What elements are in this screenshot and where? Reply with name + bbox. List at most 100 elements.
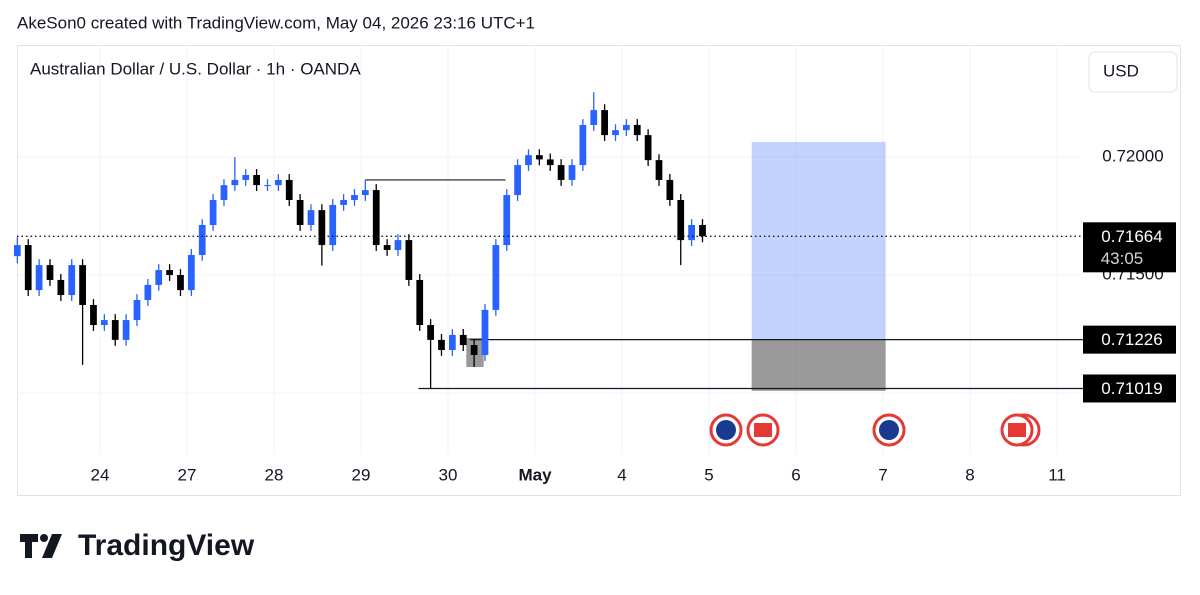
candle-body <box>231 179 239 186</box>
candle-body <box>253 174 260 186</box>
candle-body <box>372 190 380 246</box>
chart-frame <box>17 45 1181 496</box>
candle-body <box>57 279 65 296</box>
x-tick-label: 6 <box>791 465 800 484</box>
candle-body <box>220 185 228 200</box>
candle-body <box>361 190 369 196</box>
candle-body <box>68 265 76 296</box>
candle-body <box>100 320 108 326</box>
x-tick-label: 11 <box>1048 465 1066 484</box>
last-price-box <box>1083 222 1176 273</box>
candle-body <box>329 204 337 246</box>
y-tick-label: 0.72000 <box>1102 147 1163 166</box>
x-tick-label: 24 <box>91 465 110 484</box>
candle-body <box>177 275 184 291</box>
x-tick-label: 7 <box>878 465 887 484</box>
x-tick-label: 29 <box>352 465 371 484</box>
price-label-box <box>1083 374 1176 403</box>
currency-button[interactable] <box>1088 51 1178 93</box>
candle-body <box>90 304 97 326</box>
x-tick-label: 4 <box>617 465 626 484</box>
candle-body <box>438 339 445 351</box>
x-tick-label: 30 <box>439 465 458 484</box>
candle-body <box>122 320 130 340</box>
candle-body <box>35 265 43 291</box>
logo-text: TradingView <box>78 529 255 562</box>
candle-body <box>318 210 326 246</box>
candle-body <box>677 199 685 241</box>
candle-body <box>644 135 652 161</box>
chart-title: Australian Dollar / U.S. Dollar · 1h · O… <box>30 59 361 78</box>
price-label: 0.71226 <box>1101 330 1162 349</box>
candle-body <box>405 240 413 280</box>
x-tick-label: 8 <box>965 465 974 484</box>
x-tick-label: May <box>518 465 552 484</box>
flag-us <box>754 423 772 437</box>
price-label-box <box>1083 325 1176 354</box>
logo: TradingView <box>20 529 255 562</box>
plot-area <box>13 92 1083 391</box>
candle-body <box>296 199 304 225</box>
candle-body <box>655 160 663 180</box>
price-label: 0.71019 <box>1101 379 1162 398</box>
price-axis: 2427282930May45678110.710000.715000.7200… <box>91 147 1176 484</box>
candle-body <box>285 179 293 200</box>
x-tick-label: 27 <box>178 465 197 484</box>
flag-au <box>879 420 899 440</box>
candle-body <box>470 345 478 355</box>
logo-dot <box>40 534 48 542</box>
candle-body <box>481 309 489 355</box>
candle-body <box>416 279 424 326</box>
candle-body <box>525 155 532 166</box>
candle-body <box>144 284 152 301</box>
candle-body <box>448 334 456 351</box>
candle-body <box>546 159 554 166</box>
candle-body <box>601 110 608 136</box>
flag-us <box>1008 423 1026 437</box>
candle-body <box>699 224 706 237</box>
candle-body <box>427 325 434 340</box>
position-stop <box>751 339 886 391</box>
candle-body <box>568 165 576 180</box>
position-target <box>751 141 886 340</box>
candle-body <box>274 179 282 186</box>
candle-body <box>688 224 695 241</box>
candle-body <box>383 245 391 250</box>
candle-body <box>340 199 347 205</box>
candle-body <box>590 110 598 125</box>
candle-body <box>209 199 217 225</box>
candle-body <box>503 195 511 246</box>
candle-body <box>633 124 641 136</box>
candle-body <box>535 155 543 160</box>
candle-body <box>79 265 86 305</box>
candle-body <box>514 165 521 196</box>
candle-body <box>155 270 163 285</box>
candle-body <box>612 130 619 136</box>
candle-body <box>622 124 630 131</box>
candle-body <box>394 240 402 250</box>
candle-body <box>13 245 21 257</box>
candle-body <box>242 174 250 180</box>
candle-body <box>187 254 195 291</box>
candle-body <box>307 210 315 225</box>
countdown-label: 43:05 <box>1101 249 1144 268</box>
candle-body <box>133 300 141 321</box>
candle-body <box>579 124 587 166</box>
candle-body <box>351 195 358 200</box>
candle-body <box>111 320 119 340</box>
event-icons <box>709 413 1041 447</box>
candle-body <box>24 245 32 291</box>
candle-body <box>492 245 500 310</box>
candle-body <box>166 270 173 276</box>
candle-body <box>198 224 206 255</box>
last-price-label: 0.71664 <box>1101 227 1162 246</box>
header: AkeSon0 created with TradingView.com, Ma… <box>17 13 535 32</box>
currency-label[interactable]: USD <box>1103 61 1139 80</box>
candle-body <box>46 265 54 280</box>
flag-au <box>716 420 736 440</box>
candle-body <box>557 165 565 180</box>
candle-body <box>264 185 271 187</box>
